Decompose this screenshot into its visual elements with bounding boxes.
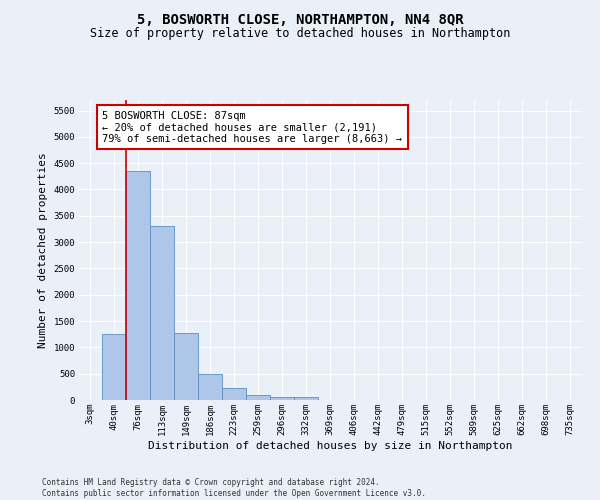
Bar [150, 226, 174, 400]
Bar [246, 396, 270, 400]
Bar [174, 333, 198, 400]
Bar [198, 374, 222, 400]
X-axis label: Distribution of detached houses by size in Northampton: Distribution of detached houses by size … [148, 440, 512, 450]
Y-axis label: Number of detached properties: Number of detached properties [38, 152, 48, 348]
Bar [294, 398, 318, 400]
Bar [102, 334, 126, 400]
Bar [222, 388, 246, 400]
Bar [126, 171, 150, 400]
Text: Size of property relative to detached houses in Northampton: Size of property relative to detached ho… [90, 28, 510, 40]
Text: Contains HM Land Registry data © Crown copyright and database right 2024.
Contai: Contains HM Land Registry data © Crown c… [42, 478, 426, 498]
Text: 5 BOSWORTH CLOSE: 87sqm
← 20% of detached houses are smaller (2,191)
79% of semi: 5 BOSWORTH CLOSE: 87sqm ← 20% of detache… [103, 110, 403, 144]
Bar [270, 397, 294, 400]
Text: 5, BOSWORTH CLOSE, NORTHAMPTON, NN4 8QR: 5, BOSWORTH CLOSE, NORTHAMPTON, NN4 8QR [137, 12, 463, 26]
